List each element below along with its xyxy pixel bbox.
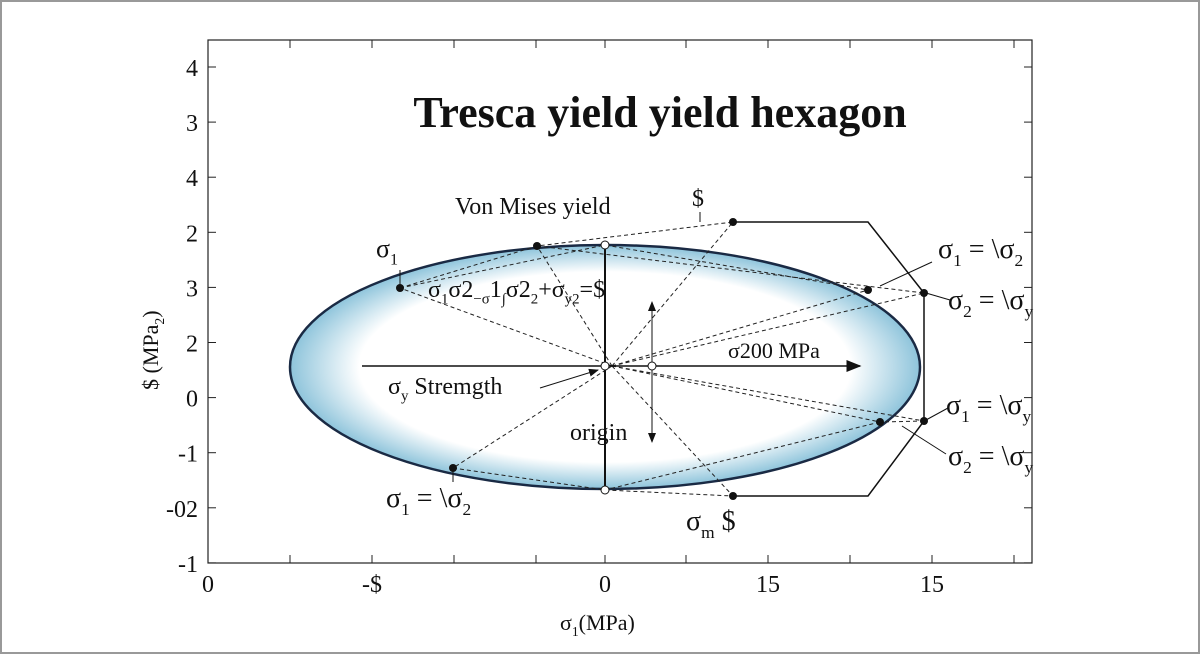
text-part: ) — [138, 310, 163, 317]
y-tick-label: -1 — [178, 552, 198, 578]
text-part: σ2 — [506, 277, 531, 303]
subscript: 1 — [390, 251, 398, 268]
text-part: σ — [376, 234, 390, 263]
text-part: σ — [428, 277, 441, 303]
subscript: y — [401, 389, 409, 405]
subscript: m — [701, 523, 715, 542]
text-part: σ — [948, 441, 963, 472]
text-part: σ2 — [448, 277, 473, 303]
subscript: 2 — [152, 318, 167, 325]
y-tick-label: 2 — [186, 332, 198, 358]
text-part: =$ — [580, 277, 606, 303]
y-tick-label: 0 — [186, 387, 198, 413]
annotation: σy Stremgth — [388, 374, 502, 405]
hexagon — [733, 221, 925, 497]
text-part: Stremgth — [408, 374, 502, 400]
subscript: 1 — [961, 407, 970, 426]
text-part: σ — [938, 234, 953, 265]
text-part: σ — [388, 374, 401, 400]
title: Tresca yield yield hexagon — [413, 88, 906, 137]
x-tick-label: 15 — [920, 572, 944, 598]
annotation: σ200 MPa — [728, 338, 820, 363]
text-part: = \σ — [962, 234, 1015, 265]
x-tick-label: 0 — [599, 572, 611, 598]
text-part: = \σ — [970, 390, 1023, 421]
subscript: y — [1024, 458, 1033, 477]
text-part: = \σ — [972, 285, 1025, 316]
text-part: +σ — [538, 277, 565, 303]
subscript: 1 — [953, 251, 962, 270]
points — [396, 218, 928, 500]
subscript: y — [1024, 302, 1033, 321]
annotation: $ — [692, 186, 704, 212]
annotation: σ2 = \σy — [948, 285, 1033, 321]
y-tick-label: 2 — [186, 221, 198, 247]
subscript: y2 — [565, 292, 580, 308]
annotation: σ1 = \σy — [946, 390, 1031, 426]
x-tick-label: 0 — [202, 572, 214, 598]
subscript: −σ — [473, 292, 489, 308]
annotation: σ1 — [376, 234, 398, 268]
text-part: Von Mises yield — [455, 194, 611, 220]
x-tick-label: 15 — [756, 572, 780, 598]
subscript: 1 — [401, 500, 410, 519]
y-tick-label: 3 — [186, 276, 198, 302]
text-part: $ (MPa — [138, 324, 163, 390]
annotation: σm $ — [686, 506, 736, 542]
x-axis-label: σ1(MPa) — [560, 610, 635, 639]
text-part: = \σ — [972, 441, 1025, 472]
x-tick-label: -$ — [362, 572, 382, 598]
annotation: σ1 = \σ2 — [386, 483, 471, 519]
text-part: origin — [570, 420, 627, 446]
y-tick-label: 4 — [186, 166, 198, 192]
annotation: σ2 = \σy — [948, 441, 1033, 477]
text-part: $ — [715, 506, 736, 537]
subscript: 2 — [963, 302, 972, 321]
annotation: Von Mises yield — [455, 194, 611, 220]
annotation: σ1σ2−σ1∫σ22+σy2=$ — [428, 277, 605, 308]
y-tick-label: -1 — [178, 442, 198, 468]
text-part: σ — [948, 285, 963, 316]
text-part: σ — [386, 483, 401, 514]
annotation: origin — [570, 420, 627, 446]
annotation: σ1 = \σ2 — [938, 234, 1023, 270]
text-part: = \σ — [410, 483, 463, 514]
subscript: 1 — [572, 624, 579, 639]
subscript: ∫ — [501, 292, 507, 308]
y-tick-label: 3 — [186, 111, 198, 137]
y-axis-label: $ (MPa2) — [138, 310, 167, 390]
text-part: $ — [692, 186, 704, 212]
text-part: (MPa) — [579, 610, 635, 635]
subscript: 2 — [531, 292, 538, 308]
subscript: 2 — [462, 500, 471, 519]
subscript: y — [1022, 407, 1031, 426]
text-part: σ — [946, 390, 961, 421]
subscript: 2 — [1014, 251, 1023, 270]
y-tick-label: -02 — [166, 497, 198, 523]
y-tick-label: 4 — [186, 56, 198, 82]
text-part: σ — [560, 610, 572, 635]
plot-box — [207, 39, 1033, 564]
text-part: σ — [686, 506, 701, 537]
text-part: σ200 MPa — [728, 338, 820, 363]
subscript: 2 — [963, 458, 972, 477]
text-part: 1 — [490, 277, 502, 303]
subscript: 1 — [441, 292, 448, 308]
